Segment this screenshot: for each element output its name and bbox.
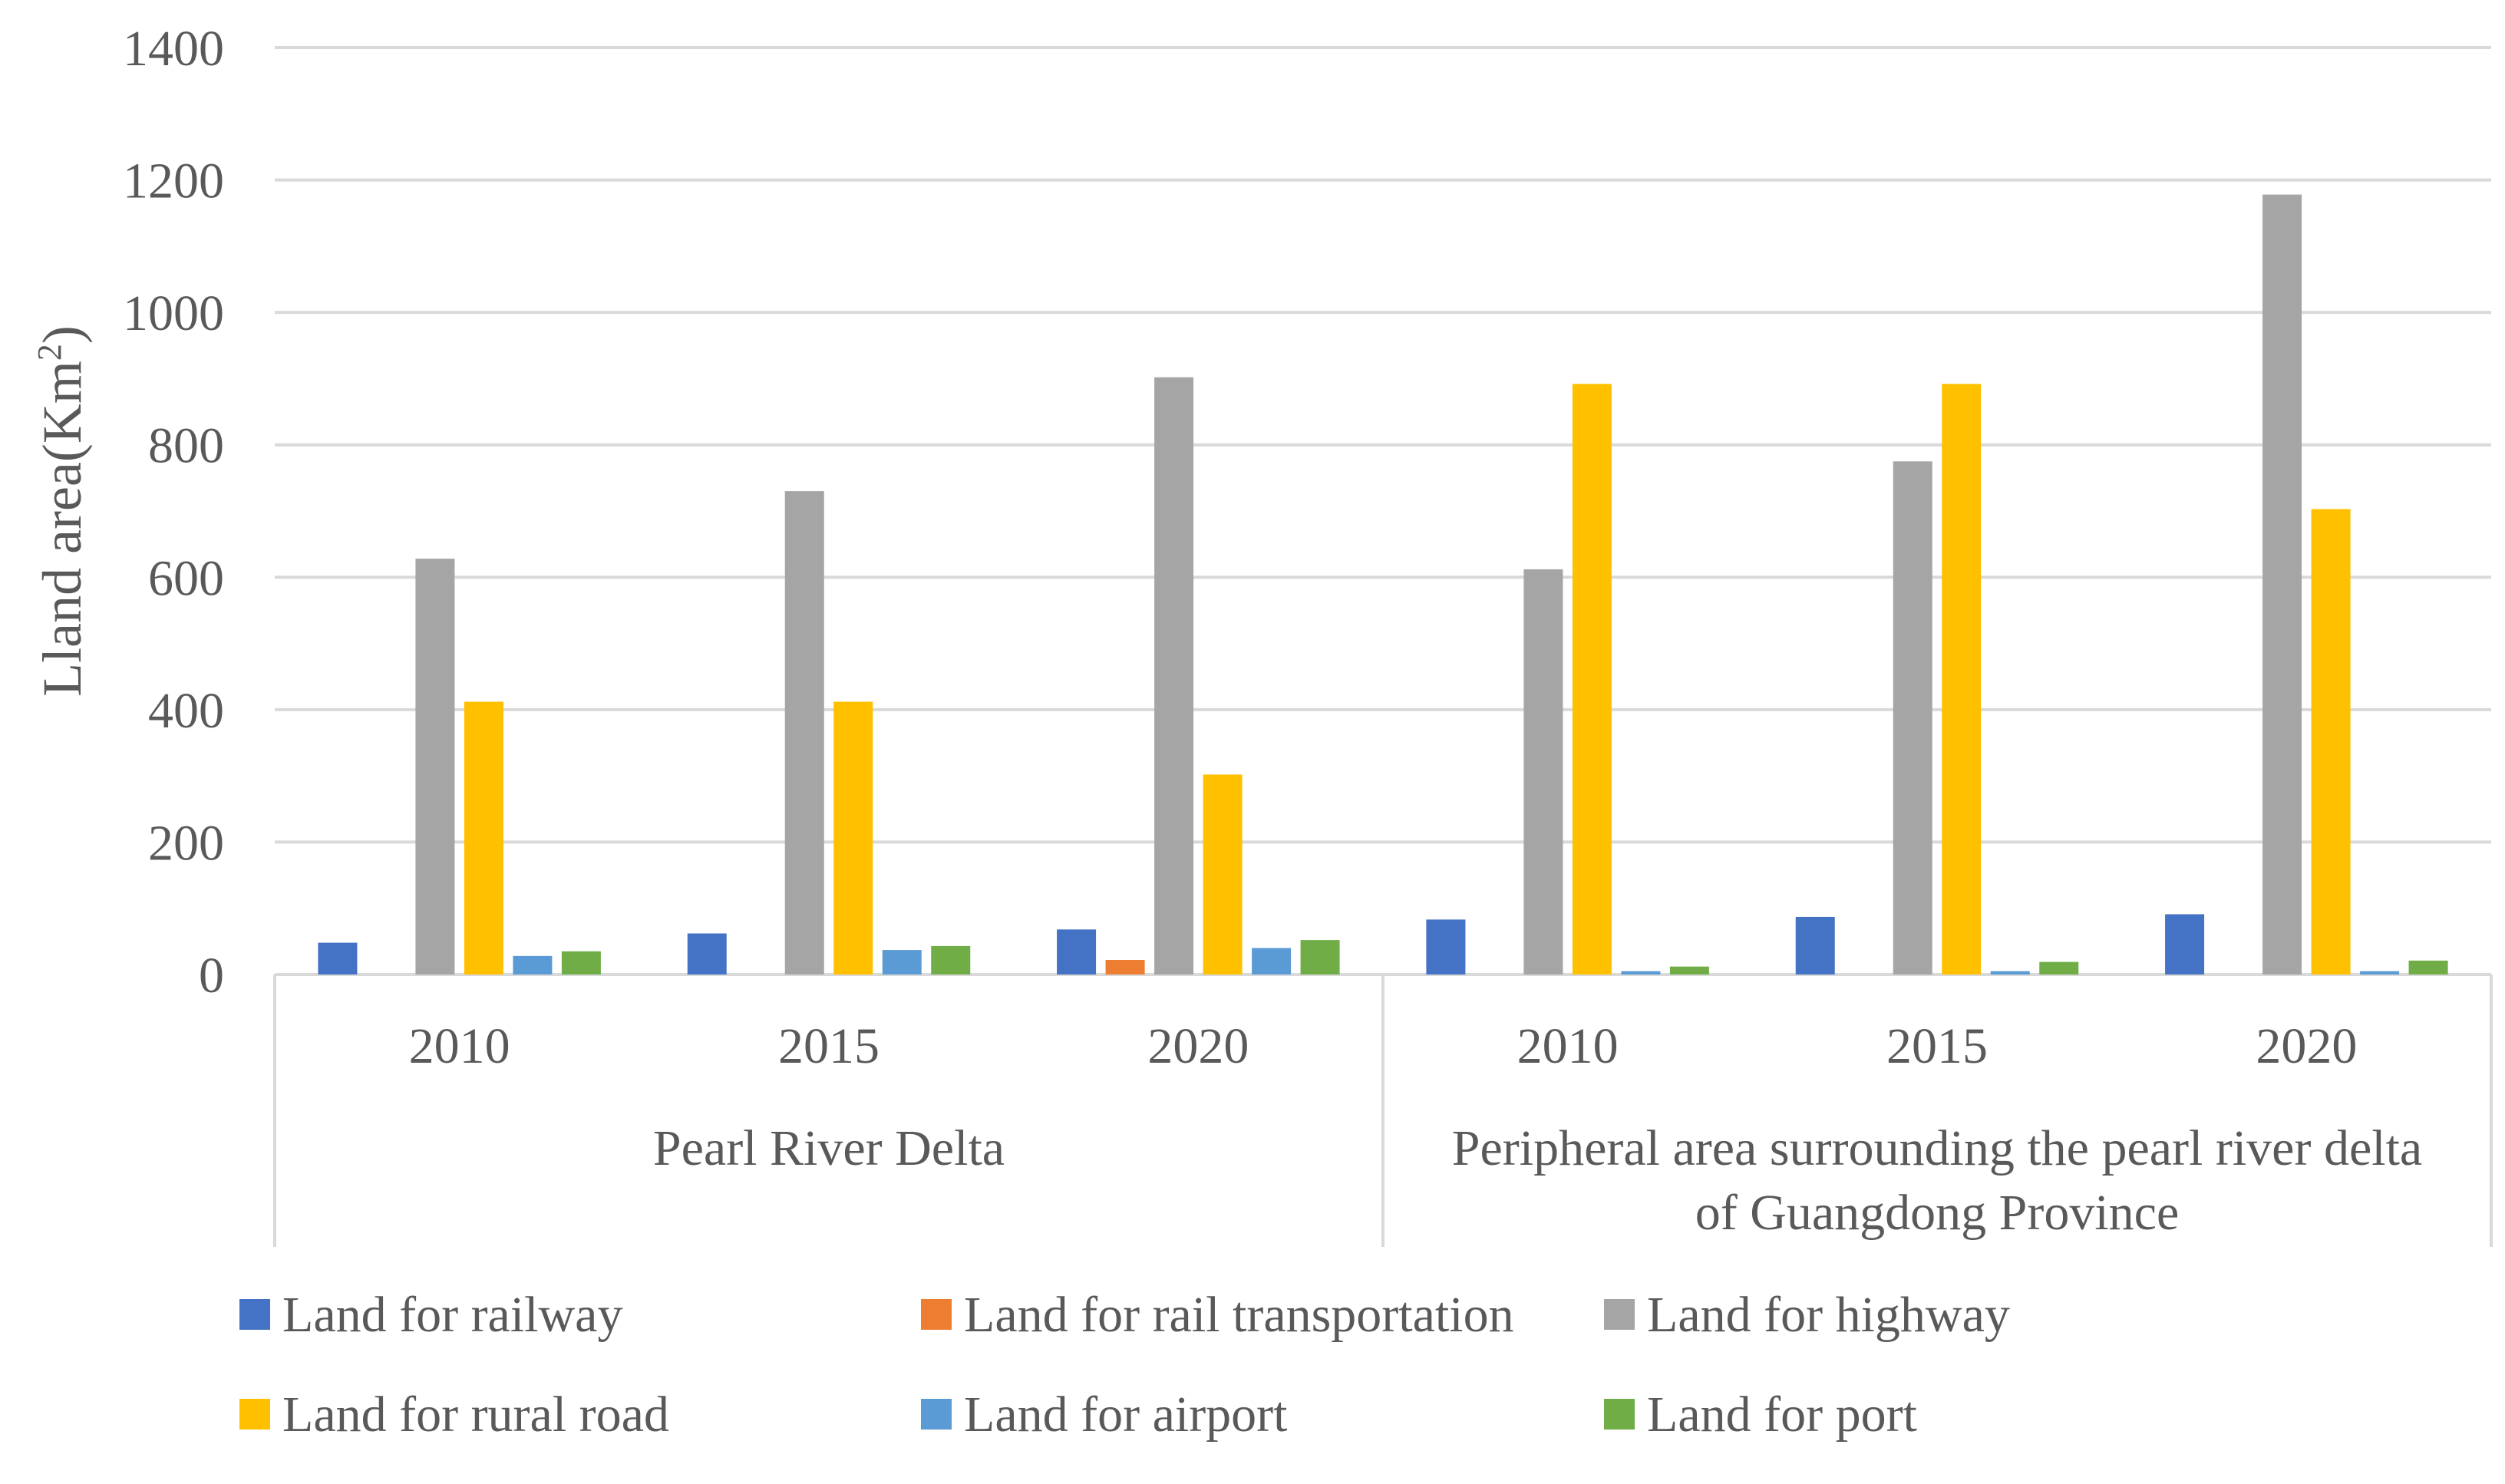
y-tick-label: 600 (148, 550, 224, 606)
bar (1942, 384, 1982, 974)
legend: Land for railway Land for rail transporta… (239, 1287, 2010, 1443)
y-axis-title-text: Lland area(Km (31, 361, 93, 697)
legend-swatch (239, 1299, 270, 1330)
y-axis-title-suffix: ) (31, 325, 93, 344)
x-tick-label: 2015 (1886, 1018, 1988, 1074)
x-tick-label: 2010 (409, 1018, 510, 1074)
x-tick-label: 2020 (1147, 1018, 1249, 1074)
group-label: Pearl River Delta (653, 1120, 1005, 1176)
bar (2165, 914, 2205, 974)
legend-swatch (1604, 1299, 1635, 1330)
bar (1795, 916, 1835, 974)
bar (1252, 948, 1292, 974)
legend-label: Land for rail transportation (964, 1287, 1514, 1343)
bar (2262, 194, 2302, 974)
bar (2039, 961, 2079, 974)
legend-label: Land for port (1647, 1387, 1917, 1443)
bars (318, 194, 2448, 974)
bar (882, 950, 922, 974)
axes (273, 973, 2493, 1247)
bar (561, 951, 601, 974)
group-label: Peripheral area surrounding the pearl ri… (1452, 1120, 2422, 1176)
y-axis-title-superscript: 2 (31, 344, 68, 361)
bar (1057, 929, 1097, 974)
bar (1300, 940, 1340, 974)
bar (1105, 960, 1145, 974)
bar (1621, 971, 1661, 974)
gridlines (275, 46, 2491, 844)
bar (513, 955, 553, 974)
y-tick-label: 0 (199, 948, 224, 1004)
bar (1990, 971, 2030, 974)
bar (1669, 966, 1709, 974)
legend-label: Land for airport (964, 1387, 1288, 1443)
bar (318, 942, 358, 974)
bar (784, 491, 824, 974)
bar (1523, 569, 1563, 974)
labels: 0 200 400 600 800 1000 1200 1400 Lland area(Km2)… (31, 21, 2422, 1241)
legend-label: Land for highway (1647, 1287, 2010, 1343)
x-tick-label: 2020 (2256, 1018, 2357, 1074)
bar (2360, 971, 2400, 974)
bar (1203, 774, 1243, 974)
y-tick-label: 200 (148, 815, 224, 871)
y-tick-label: 1200 (123, 153, 224, 209)
bar (464, 701, 503, 974)
x-tick-label: 2015 (778, 1018, 880, 1074)
y-tick-label: 1400 (123, 21, 224, 77)
bar (1154, 377, 1194, 974)
bar (1426, 919, 1466, 974)
legend-label: Land for rural road (282, 1387, 669, 1443)
bar (2311, 509, 2351, 974)
bar (1893, 461, 1932, 974)
group-label: of Guangdong Province (1695, 1185, 2180, 1241)
legend-swatch (239, 1399, 270, 1430)
y-tick-label: 400 (148, 683, 224, 739)
bar (687, 933, 727, 974)
legend-swatch (1604, 1399, 1635, 1430)
legend-label: Land for railway (282, 1287, 622, 1343)
bar (1572, 384, 1612, 974)
y-axis-title: Lland area(Km2) (31, 325, 93, 697)
bar (833, 701, 873, 974)
x-tick-label: 2010 (1517, 1018, 1619, 1074)
legend-swatch (921, 1399, 952, 1430)
bar (931, 945, 971, 974)
bar (415, 559, 455, 974)
y-tick-label: 1000 (123, 285, 224, 341)
legend-swatch (921, 1299, 952, 1330)
y-tick-label: 800 (148, 418, 224, 474)
bar (2408, 960, 2448, 974)
